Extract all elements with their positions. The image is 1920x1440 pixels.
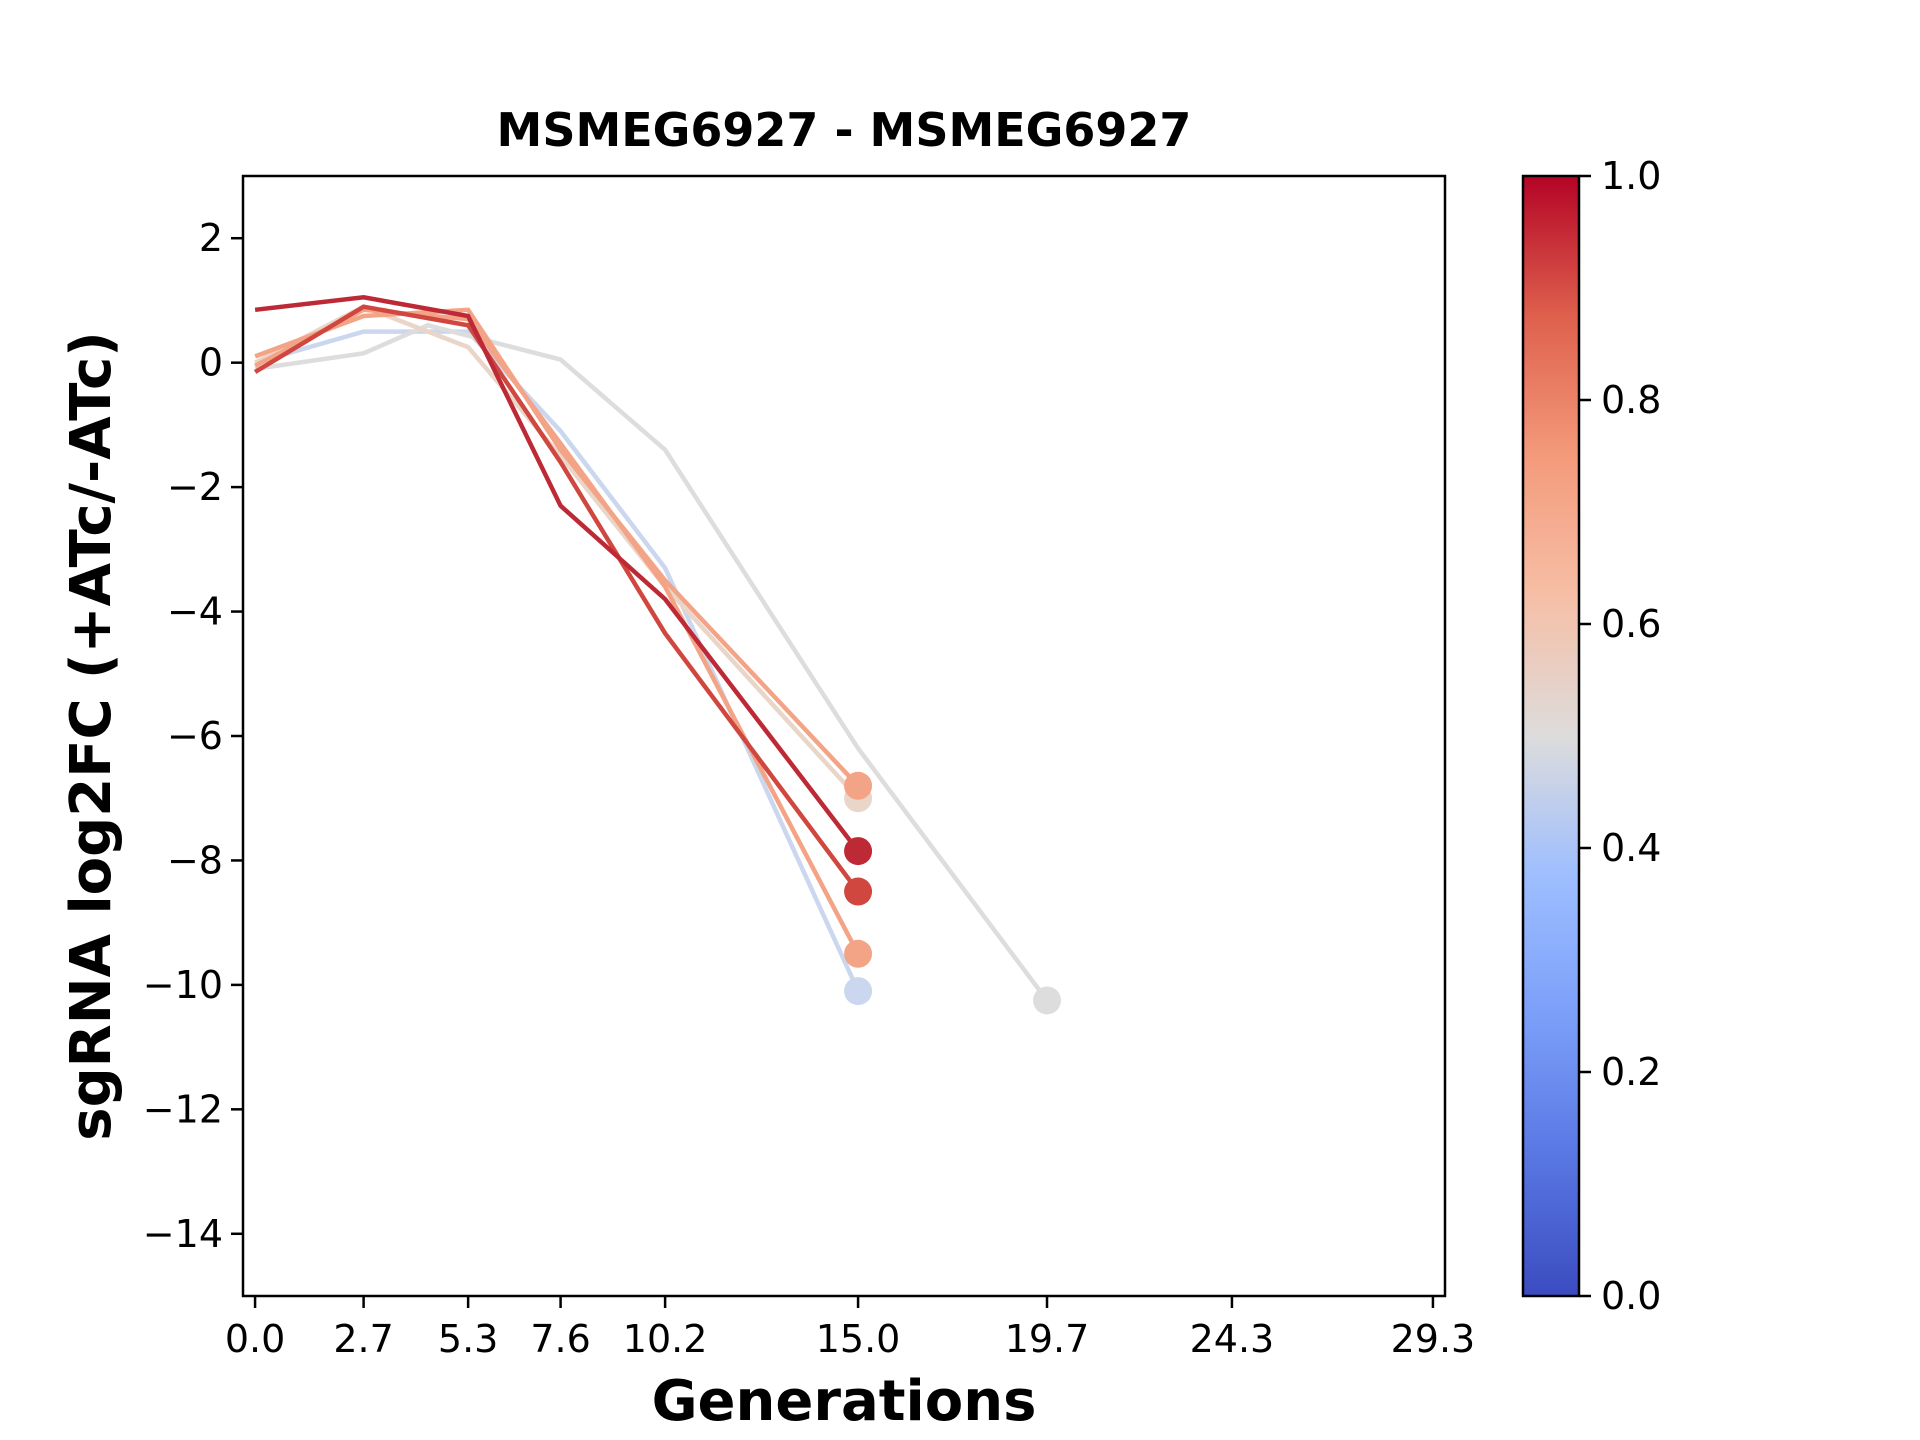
x-tick-label: 19.7 <box>1005 1317 1090 1361</box>
series-line <box>254 295 860 853</box>
x-tick-label: 29.3 <box>1391 1317 1476 1361</box>
y-tick-label: −6 <box>167 714 223 758</box>
x-tick-label: 24.3 <box>1190 1317 1275 1361</box>
x-tick-label: 5.3 <box>438 1317 498 1361</box>
series-line <box>254 322 1049 1002</box>
colorbar-ticks: 0.0 0.2 0.4 0.6 0.8 1.0 <box>1579 154 1661 1318</box>
x-tick-label: 0.0 <box>225 1317 285 1361</box>
x-tick-label: 15.0 <box>816 1317 901 1361</box>
plot-frame <box>241 174 1447 1298</box>
y-axis-label: sgRNA log2FC (+ATc/-ATc) <box>59 331 124 1141</box>
y-tick-label: −8 <box>167 838 223 882</box>
series-end-marker <box>844 877 873 906</box>
series-line <box>254 329 861 993</box>
colorbar-tick-label: 0.2 <box>1601 1050 1661 1094</box>
y-tick-label: −4 <box>167 590 223 634</box>
series-line <box>254 307 860 788</box>
x-tick-label: 10.2 <box>623 1317 708 1361</box>
colorbar-tick-label: 0.0 <box>1601 1274 1661 1318</box>
series-layer <box>253 295 1062 1015</box>
x-axis-label: Generations <box>652 1369 1037 1434</box>
x-tick-label: 7.6 <box>530 1317 590 1361</box>
colorbar-tick-label: 1.0 <box>1601 154 1661 198</box>
y-tick-label: 0 <box>199 341 223 385</box>
series-end-marker <box>844 977 873 1006</box>
y-tick-label: −10 <box>143 963 223 1007</box>
x-tick-label: 2.7 <box>333 1317 393 1361</box>
series-line <box>254 304 860 800</box>
x-axis-ticks: 0.0 2.7 5.3 7.6 10.2 15.0 19.7 24.3 29.3 <box>225 1296 1475 1361</box>
series-line <box>254 307 861 955</box>
chart-title: MSMEG6927 - MSMEG6927 <box>497 103 1192 157</box>
colorbar <box>1521 174 1581 1298</box>
series-line <box>253 304 860 893</box>
series-end-marker <box>844 771 873 800</box>
y-axis-ticks: 2 0 −2 −4 −6 −8 −10 −12 −14 <box>143 216 243 1256</box>
colorbar-tick-label: 0.4 <box>1601 826 1661 870</box>
colorbar-tick-label: 0.8 <box>1601 378 1661 422</box>
y-tick-label: −2 <box>167 465 223 509</box>
series-end-marker <box>1033 986 1062 1015</box>
colorbar-tick-label: 0.6 <box>1601 602 1661 646</box>
series-end-marker <box>844 939 873 968</box>
series-end-marker <box>844 837 873 866</box>
y-tick-label: −14 <box>143 1212 223 1256</box>
y-tick-label: 2 <box>199 216 223 260</box>
y-tick-label: −12 <box>143 1087 223 1131</box>
